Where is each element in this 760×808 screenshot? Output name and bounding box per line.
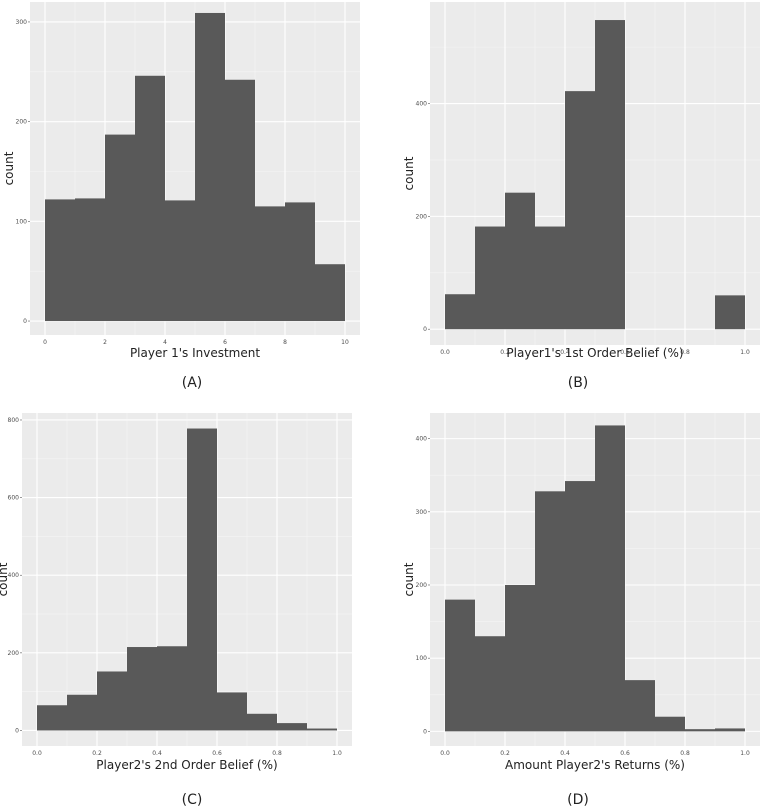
- histogram-bar: [315, 264, 345, 322]
- histogram-bar: [595, 425, 625, 732]
- x-tick-label: 8: [283, 339, 287, 346]
- y-tick-label: 200: [416, 582, 428, 589]
- x-tick-label: 0.6: [620, 349, 630, 356]
- x-tick-label: 0.2: [92, 750, 102, 757]
- histogram-bar: [565, 91, 595, 330]
- histogram-bar: [75, 198, 105, 322]
- x-tick-label: 0.2: [500, 349, 510, 356]
- panel-label: (D): [567, 792, 589, 808]
- histogram-bar: [307, 728, 337, 731]
- y-tick-label: 400: [416, 101, 428, 108]
- x-tick-label: 4: [163, 339, 167, 346]
- y-tick-label: 400: [416, 436, 428, 443]
- histogram-bar: [195, 12, 225, 322]
- histogram-bar: [535, 226, 565, 330]
- histogram-bar: [255, 206, 285, 322]
- x-tick-label: 0.0: [440, 349, 450, 356]
- x-axis-title: Amount Player2's Returns (%): [505, 758, 685, 772]
- histogram-bar: [217, 692, 247, 731]
- x-tick-label: 0.2: [500, 750, 510, 757]
- histogram-bar: [655, 716, 685, 732]
- x-tick-label: 0.6: [620, 750, 630, 757]
- histogram-bar: [625, 680, 655, 732]
- x-tick-label: 0.0: [440, 750, 450, 757]
- x-tick-label: 0.4: [560, 750, 570, 757]
- x-tick-label: 1.0: [740, 349, 750, 356]
- histogram-bar: [97, 671, 127, 731]
- panel-label: (A): [182, 375, 203, 391]
- y-axis-title: count: [2, 151, 16, 185]
- histogram-bar: [595, 20, 625, 330]
- y-tick-label: 400: [8, 572, 20, 579]
- y-axis-title: count: [402, 156, 416, 190]
- histogram-bar: [165, 200, 195, 322]
- panel-label: (B): [568, 375, 589, 391]
- y-tick-label: 100: [416, 655, 428, 662]
- y-tick-label: 300: [416, 509, 428, 516]
- x-tick-label: 2: [103, 339, 107, 346]
- x-axis-title: Player2's 2nd Order Belief (%): [96, 758, 277, 772]
- chart-d: 0.0 0.2 0.4 0.6 0.8 1.0 0 100 200 300 400 Amount Pl…: [402, 413, 760, 808]
- histogram-bar: [715, 728, 745, 732]
- y-tick-label: 200: [8, 650, 20, 657]
- histogram-bar: [445, 294, 475, 330]
- histogram-bar: [285, 202, 315, 322]
- histogram-bar: [715, 295, 745, 330]
- histogram-bar: [67, 694, 97, 731]
- histogram-bar: [475, 226, 505, 330]
- y-axis-title: count: [0, 562, 10, 596]
- x-axis-title: Player1's 1st Order Belief (%): [506, 346, 683, 360]
- y-tick-label: 100: [16, 218, 28, 225]
- histogram-bar: [535, 491, 565, 732]
- y-tick-label: 800: [8, 417, 20, 424]
- chart-b: 0.0 0.2 0.4 0.6 0.8 1.0 0 200 400 Player1's 1st O…: [402, 2, 760, 391]
- y-tick-label: 200: [16, 119, 28, 126]
- y-tick-label: 0: [23, 318, 27, 325]
- x-tick-label: 0.8: [680, 349, 690, 356]
- x-tick-label: 0.0: [32, 750, 42, 757]
- x-tick-label: 0.4: [152, 750, 162, 757]
- histogram-bar: [157, 646, 187, 731]
- histogram-bar: [445, 599, 475, 732]
- y-tick-label: 0: [423, 326, 427, 333]
- histogram-bar: [45, 199, 75, 322]
- histogram-bar: [127, 647, 157, 731]
- y-tick-label: 0: [423, 728, 427, 735]
- x-tick-label: 1.0: [740, 750, 750, 757]
- panel-label: (C): [182, 792, 203, 808]
- y-axis-title: count: [402, 562, 416, 596]
- histogram-bar: [505, 584, 535, 732]
- y-tick-label: 300: [16, 19, 28, 26]
- histogram-bar: [685, 729, 715, 732]
- histogram-bar: [247, 713, 277, 731]
- histogram-bar: [505, 192, 535, 330]
- histogram-bar: [225, 79, 255, 322]
- x-tick-label: 1.0: [332, 750, 342, 757]
- histogram-bar: [37, 705, 67, 731]
- x-tick-label: 10: [341, 339, 349, 346]
- x-tick-label: 0.8: [680, 750, 690, 757]
- x-axis-title: Player 1's Investment: [130, 346, 260, 360]
- histogram-bar: [565, 481, 595, 732]
- histogram-bar: [187, 428, 217, 731]
- x-tick-label: 6: [223, 339, 227, 346]
- chart-c: 0.0 0.2 0.4 0.6 0.8 1.0 0 200 400 600 800 Player2's…: [0, 413, 352, 808]
- x-tick-label: 0: [43, 339, 47, 346]
- histogram-bar: [475, 636, 505, 732]
- x-tick-label: 0.8: [272, 750, 282, 757]
- y-tick-label: 0: [15, 727, 19, 734]
- y-tick-label: 200: [416, 213, 428, 220]
- x-tick-label: 0.4: [560, 349, 570, 356]
- histogram-bar: [105, 134, 135, 322]
- x-tick-label: 0.6: [212, 750, 222, 757]
- y-tick-label: 600: [8, 495, 20, 502]
- histogram-bar: [277, 723, 307, 731]
- histogram-bar: [135, 75, 165, 322]
